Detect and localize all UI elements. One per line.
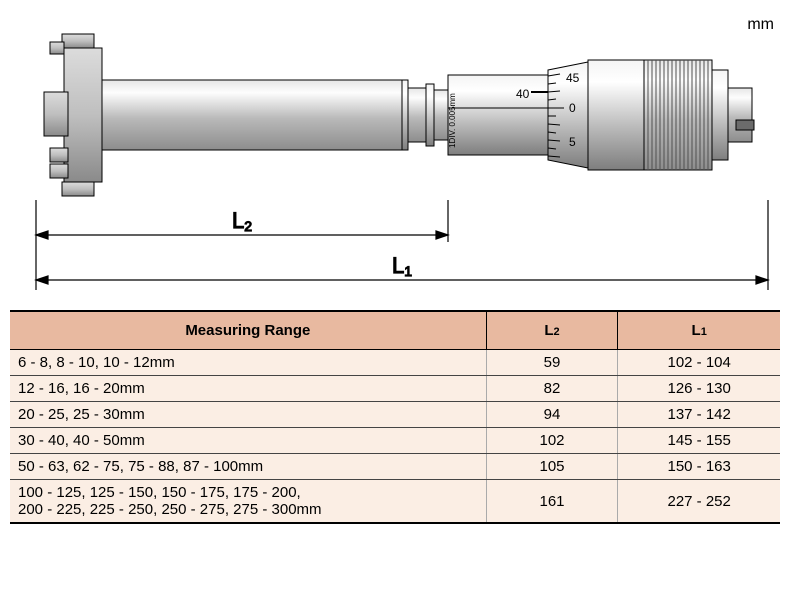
table-body: 6 - 8, 8 - 10, 10 - 12mm59102 - 10412 - … bbox=[10, 350, 780, 524]
cell-l2: 59 bbox=[486, 350, 618, 376]
cell-range: 12 - 16, 16 - 20mm bbox=[10, 376, 486, 402]
diagram-area: mm bbox=[10, 10, 780, 310]
div-label: 1DIV. 0.005mm bbox=[448, 93, 457, 148]
dim-label-l2: L2 bbox=[232, 208, 252, 234]
spec-table: Measuring Range L2 L1 6 - 8, 8 - 10, 10 … bbox=[10, 310, 780, 524]
cell-l2: 105 bbox=[486, 454, 618, 480]
table-row: 12 - 16, 16 - 20mm82126 - 130 bbox=[10, 376, 780, 402]
thimble-mark-5: 5 bbox=[569, 135, 576, 149]
table-row: 20 - 25, 25 - 30mm94137 - 142 bbox=[10, 402, 780, 428]
table-row: 100 - 125, 125 - 150, 150 - 175, 175 - 2… bbox=[10, 480, 780, 524]
device-drawing: 40 1DIV. 0.005mm 45 0 5 bbox=[36, 30, 756, 200]
cell-range: 100 - 125, 125 - 150, 150 - 175, 175 - 2… bbox=[10, 480, 486, 524]
cell-range: 6 - 8, 8 - 10, 10 - 12mm bbox=[10, 350, 486, 376]
table-row: 50 - 63, 62 - 75, 75 - 88, 87 - 100mm105… bbox=[10, 454, 780, 480]
cell-range: 30 - 40, 40 - 50mm bbox=[10, 428, 486, 454]
cell-l1: 227 - 252 bbox=[618, 480, 780, 524]
sleeve-mark: 40 bbox=[516, 87, 530, 101]
dim-label-l1: L1 bbox=[392, 253, 412, 279]
cell-l2: 102 bbox=[486, 428, 618, 454]
col-header-l1: L1 bbox=[618, 311, 780, 350]
cell-l1: 150 - 163 bbox=[618, 454, 780, 480]
cell-l1: 126 - 130 bbox=[618, 376, 780, 402]
cell-l2: 161 bbox=[486, 480, 618, 524]
cell-range: 50 - 63, 62 - 75, 75 - 88, 87 - 100mm bbox=[10, 454, 486, 480]
thimble-mark-45: 45 bbox=[566, 71, 580, 85]
cell-l1: 102 - 104 bbox=[618, 350, 780, 376]
col-header-l2: L2 bbox=[486, 311, 618, 350]
table-row: 6 - 8, 8 - 10, 10 - 12mm59102 - 104 bbox=[10, 350, 780, 376]
cell-l1: 137 - 142 bbox=[618, 402, 780, 428]
table-row: 30 - 40, 40 - 50mm102145 - 155 bbox=[10, 428, 780, 454]
cell-l2: 82 bbox=[486, 376, 618, 402]
cell-l2: 94 bbox=[486, 402, 618, 428]
cell-range: 20 - 25, 25 - 30mm bbox=[10, 402, 486, 428]
thimble-mark-0: 0 bbox=[569, 101, 576, 115]
cell-l1: 145 - 155 bbox=[618, 428, 780, 454]
col-header-range: Measuring Range bbox=[10, 311, 486, 350]
dimension-lines: L2 L1 bbox=[32, 200, 772, 310]
